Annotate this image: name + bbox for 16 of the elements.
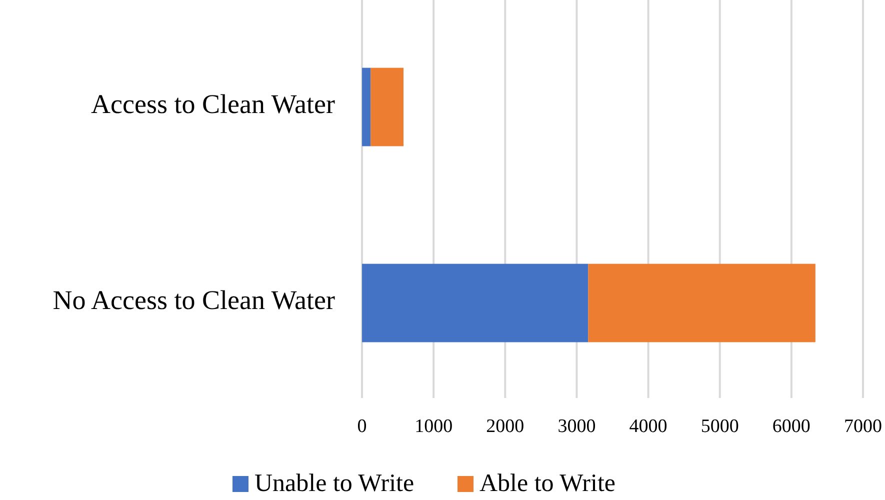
x-tick-label: 6000 <box>772 416 810 437</box>
x-tick-label: 1000 <box>414 416 453 437</box>
x-tick-label: 7000 <box>844 416 882 437</box>
legend-label: Unable to Write <box>254 470 414 497</box>
x-tick-label: 3000 <box>558 416 596 437</box>
x-tick-label: 0 <box>357 416 367 437</box>
bar <box>362 264 588 342</box>
x-tick-label: 5000 <box>700 416 739 437</box>
y-tick-label: No Access to Clean Water <box>52 285 336 316</box>
x-tick-label: 2000 <box>486 416 524 437</box>
bar <box>588 264 816 342</box>
x-tick-label: 4000 <box>629 416 668 437</box>
legend-label: Able to Write <box>480 470 616 497</box>
bar <box>362 68 371 146</box>
bar <box>370 68 404 146</box>
y-tick-label: Access to Clean Water <box>91 89 335 120</box>
